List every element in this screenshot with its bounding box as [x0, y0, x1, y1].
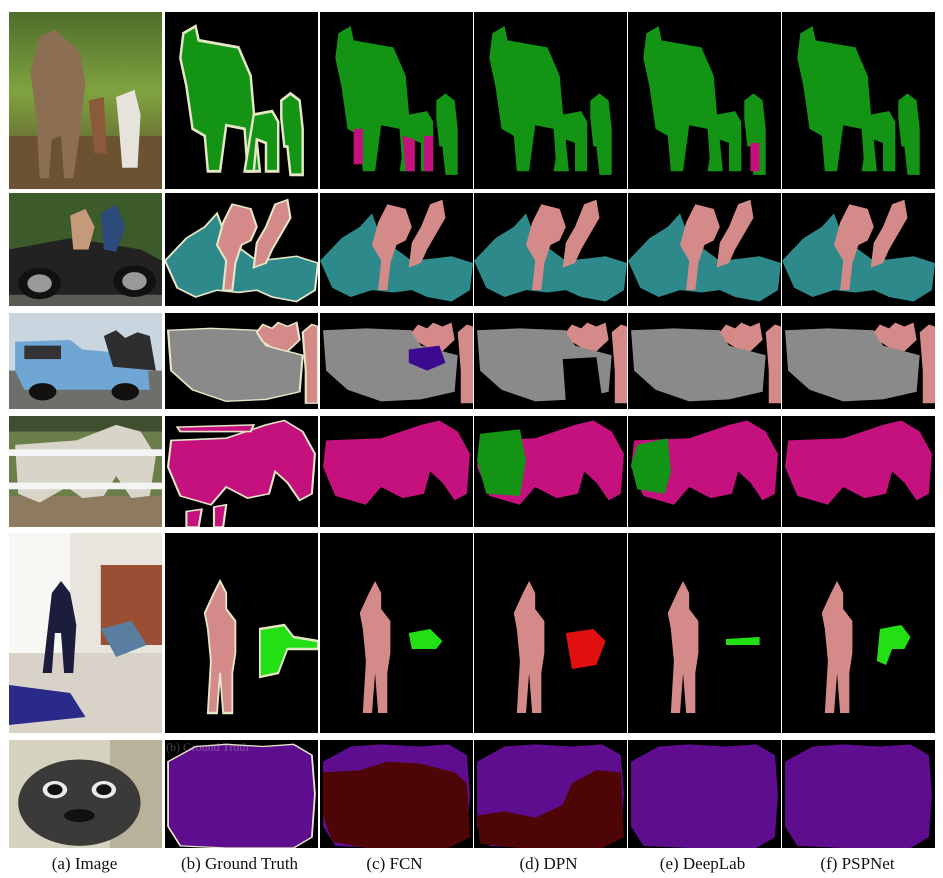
- horse-fcn-panel: [320, 416, 473, 527]
- room-dpn-panel: [474, 533, 627, 733]
- horse-deeplab-panel: [628, 416, 781, 527]
- caption-fcn: (c) FCN: [366, 854, 423, 873]
- cows-fcn-panel: [320, 12, 473, 189]
- motorbike-fcn-panel: [320, 193, 473, 306]
- room-gt-panel: [165, 533, 318, 733]
- caption-image: (a) Image: [51, 854, 118, 873]
- pug-dpn-panel: [474, 740, 627, 848]
- truck-fcn-panel: [320, 313, 473, 409]
- pug-pspnet-panel: [782, 740, 935, 848]
- horse-dpn-panel: [474, 416, 627, 527]
- caption-ground-truth: (b) Ground Truth: [180, 854, 299, 873]
- caption-deeplab: (e) DeepLab: [659, 854, 746, 873]
- truck-deeplab-panel: [628, 313, 781, 409]
- cows-image-panel: [9, 12, 162, 189]
- truck-dpn-panel: [474, 313, 627, 409]
- room-fcn-panel: [320, 533, 473, 733]
- motorbike-gt-panel: [165, 193, 318, 306]
- truck-gt-panel: [165, 313, 318, 409]
- horse-gt-panel: [165, 416, 318, 527]
- horse-pspnet-panel: [782, 416, 935, 527]
- motorbike-image-panel: [9, 193, 162, 306]
- motorbike-pspnet-panel: [782, 193, 935, 306]
- cows-gt-panel: [165, 12, 318, 189]
- truck-pspnet-panel: [782, 313, 935, 409]
- room-image-panel: [9, 533, 162, 733]
- pug-image-panel: [9, 740, 162, 848]
- room-pspnet-panel: [782, 533, 935, 733]
- room-deeplab-panel: [628, 533, 781, 733]
- motorbike-dpn-panel: [474, 193, 627, 306]
- motorbike-deeplab-panel: [628, 193, 781, 306]
- cows-deeplab-panel: [628, 12, 781, 189]
- cows-dpn-panel: [474, 12, 627, 189]
- pug-fcn-panel: [320, 740, 473, 848]
- cows-pspnet-panel: [782, 12, 935, 189]
- pug-gt-panel: [165, 740, 318, 848]
- horse-image-panel: [9, 416, 162, 527]
- truck-image-panel: [9, 313, 162, 409]
- caption-pspnet: (f) PSPNet: [820, 854, 895, 873]
- pug-deeplab-panel: [628, 740, 781, 848]
- watermark-text: (b) Ground Truth: [166, 740, 249, 754]
- caption-dpn: (d) DPN: [519, 854, 578, 873]
